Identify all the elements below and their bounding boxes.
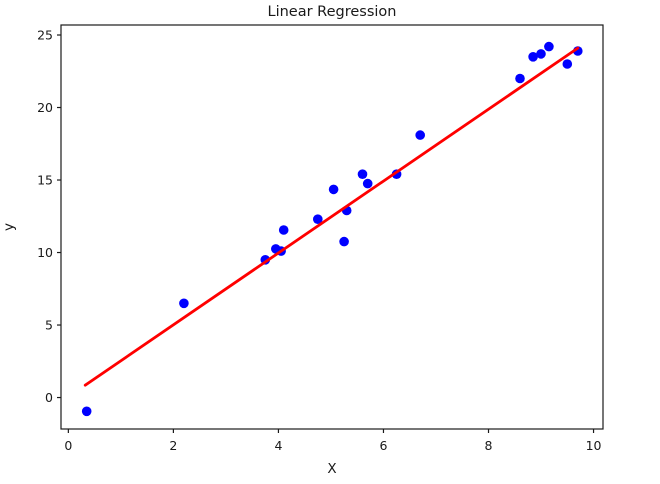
scatter-point [415,130,426,140]
x-tick-label: 8 [485,438,493,453]
scatter-point [362,178,373,189]
x-tick-label: 10 [586,438,602,453]
plot-border [60,24,604,430]
x-axis-label: X [327,461,336,477]
x-tick-label: 0 [64,438,72,453]
y-tick-label: 25 [37,28,53,43]
y-tick-label: 10 [37,245,53,260]
y-tick-label: 15 [37,173,53,188]
regression-line [83,46,580,387]
scatter-point [357,169,368,179]
scatter-point [313,214,323,224]
y-tick-label: 5 [45,318,53,333]
y-axis-label: y [1,223,17,231]
tick-layer: 0 2 4 6 8 10 0 5 10 15 20 25 [37,28,601,453]
scatter-point [515,73,525,84]
scatter-point [179,298,189,309]
scatter-point [339,236,349,247]
scatter-point [562,59,573,69]
scatter-point [536,49,546,59]
x-tick-label: 2 [169,438,177,453]
y-tick-label: 0 [45,390,53,405]
scatter-point [528,52,538,62]
scatter-layer [81,41,583,417]
x-tick-label: 4 [274,438,282,453]
scatter-point [278,225,289,235]
y-tick-label: 20 [37,100,53,115]
x-tick-label: 6 [379,438,387,453]
line-layer [83,46,580,387]
chart-title: Linear Regression [268,4,397,20]
scatter-point [328,184,339,195]
scatter-point [81,406,92,417]
scatter-point [544,41,554,52]
